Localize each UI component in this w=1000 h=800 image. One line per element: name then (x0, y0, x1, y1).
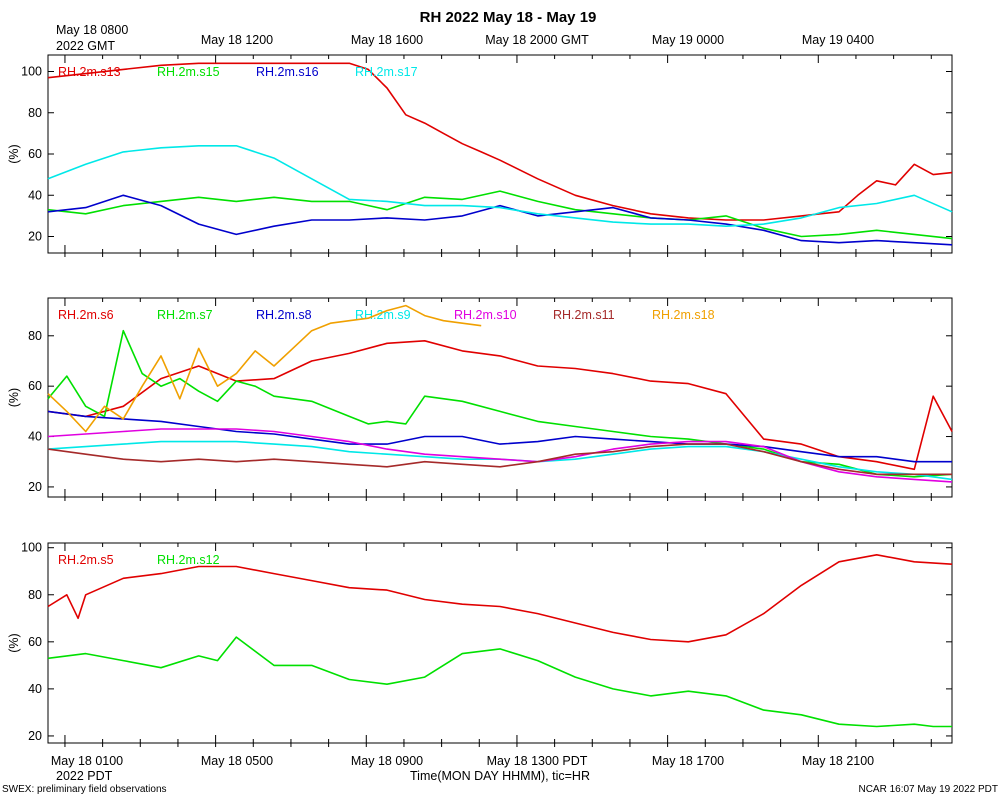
top-axis-first-label-year: 2022 GMT (56, 39, 115, 53)
bottom-axis-label: May 18 2100 (802, 754, 874, 768)
series-line-RH.2m.s17 (47, 145, 953, 227)
legend-entry-RH.2m.s16: RH.2m.s16 (256, 65, 319, 79)
footer-left-note: SWEX: preliminary field observations (2, 784, 167, 795)
panel-frame (47, 54, 953, 254)
legend-entry-RH.2m.s13: RH.2m.s13 (58, 65, 121, 79)
y-tick-label: 60 (28, 147, 42, 161)
bottom-axis-label: May 18 1700 (652, 754, 724, 768)
legend-entry-RH.2m.s9: RH.2m.s9 (355, 308, 411, 322)
series-line-RH.2m.s12 (47, 636, 952, 728)
y-tick-label: 80 (28, 106, 42, 120)
legend-entry-RH.2m.s12: RH.2m.s12 (157, 553, 220, 567)
y-tick-label: 20 (28, 230, 42, 244)
x-axis-title: Time(MON DAY HHMM), tic=HR (410, 769, 590, 783)
footer-right-note: NCAR 16:07 May 19 2022 PDT (858, 784, 998, 795)
series-line-RH.2m.s5 (47, 553, 953, 643)
y-tick-label: 80 (28, 329, 42, 343)
series-line-RH.2m.s13 (47, 62, 953, 221)
top-axis-label: May 18 1200 (201, 33, 273, 47)
y-axis-label: (%) (7, 144, 21, 163)
series-line-RH.2m.s10 (47, 428, 953, 483)
series-line-RH.2m.s15 (47, 190, 953, 240)
series-line-RH.2m.s6 (47, 339, 953, 471)
chart-panel-3: 20 40 60 80 100 (%) RH.2m.s5 RH.2m.s12 (7, 541, 953, 747)
y-tick-label: 20 (28, 480, 42, 494)
y-tick-label: 100 (21, 65, 42, 79)
legend-entry-RH.2m.s8: RH.2m.s8 (256, 308, 312, 322)
y-tick-label: 40 (28, 188, 42, 202)
top-axis-first-label: May 18 0800 (56, 23, 128, 37)
chart-title: RH 2022 May 18 - May 19 (420, 9, 597, 26)
legend-entry-RH.2m.s18: RH.2m.s18 (652, 308, 715, 322)
y-axis-label: (%) (7, 633, 21, 652)
y-tick-label: 80 (28, 588, 42, 602)
series-line-RH.2m.s16 (47, 194, 953, 246)
panel-frame (47, 297, 953, 498)
y-tick-label: 40 (28, 430, 42, 444)
bottom-axis-year-label: 2022 PDT (56, 769, 113, 783)
legend-entry-RH.2m.s17: RH.2m.s17 (355, 65, 418, 79)
bottom-axis-label: May 18 0100 (51, 754, 123, 768)
panel-frame (47, 542, 953, 744)
legend-entry-RH.2m.s7: RH.2m.s7 (157, 308, 213, 322)
legend-entry-RH.2m.s5: RH.2m.s5 (58, 553, 114, 567)
y-tick-label: 40 (28, 682, 42, 696)
top-axis-label: May 19 0400 (802, 33, 874, 47)
bottom-axis-label: May 18 0900 (351, 754, 423, 768)
series-line-RH.2m.s7 (47, 329, 953, 478)
bottom-axis-label: May 18 0500 (201, 754, 273, 768)
top-axis-label: May 19 0000 (652, 33, 724, 47)
legend-entry-RH.2m.s15: RH.2m.s15 (157, 65, 220, 79)
series-line-RH.2m.s18 (47, 304, 482, 433)
series-line-RH.2m.s8 (47, 410, 952, 463)
y-tick-label: 20 (28, 729, 42, 743)
chart-panel-1: 20 40 60 80 100 (%) RH.2m.s13 RH.2m.s15 RH.2m.s1… (7, 54, 953, 257)
y-tick-label: 100 (21, 541, 42, 555)
y-tick-label: 60 (28, 635, 42, 649)
y-tick-label: 60 (28, 379, 42, 393)
chart-panel-2: 20 40 60 80 (%) RH.2m.s6 RH.2m.s7 RH.2m.s8 RH.2m… (7, 297, 953, 501)
legend-entry-RH.2m.s11: RH.2m.s11 (553, 308, 615, 322)
legend-entry-RH.2m.s10: RH.2m.s10 (454, 308, 517, 322)
top-axis-label: May 18 2000 GMT (485, 33, 589, 47)
legend-entry-RH.2m.s6: RH.2m.s6 (58, 308, 114, 322)
bottom-axis-label: May 18 1300 PDT (487, 754, 588, 768)
top-axis-label: May 18 1600 (351, 33, 423, 47)
y-axis-label: (%) (7, 388, 21, 407)
series-line-RH.2m.s11 (47, 443, 952, 476)
